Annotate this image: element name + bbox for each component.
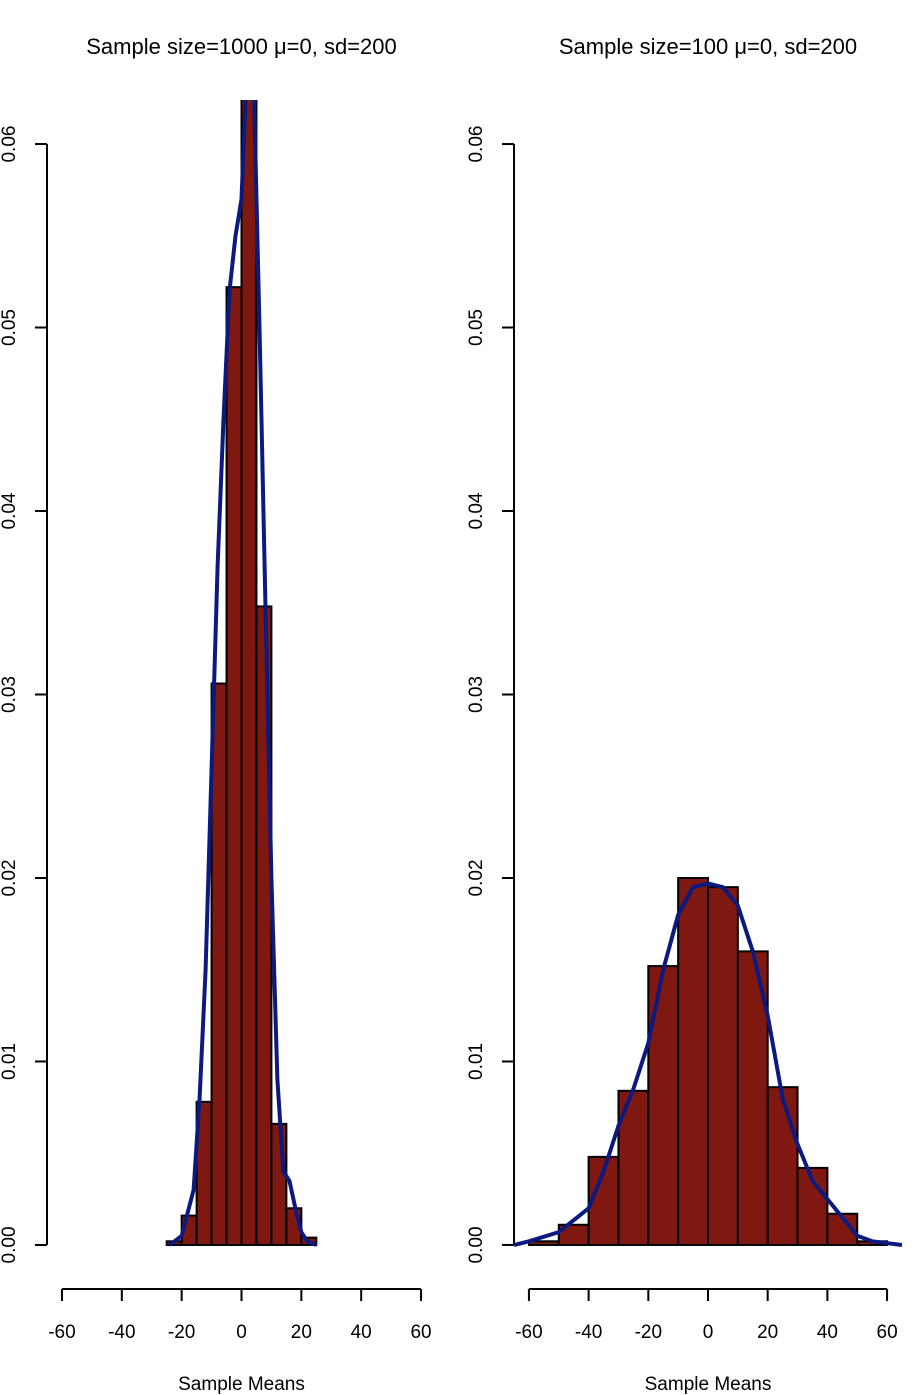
y-tick-label: 0.01 bbox=[0, 1043, 20, 1080]
bar bbox=[647, 965, 680, 1246]
bar bbox=[240, 100, 258, 1246]
density-line bbox=[514, 881, 902, 1247]
density-line bbox=[168, 100, 318, 1247]
x-tick-label: -60 bbox=[48, 1322, 75, 1343]
y-tick-label: 0.05 bbox=[0, 309, 20, 346]
y-tick-label: 0.03 bbox=[0, 676, 20, 713]
y-tick-label: 0.02 bbox=[0, 859, 20, 896]
x-tick-label: 60 bbox=[410, 1322, 431, 1343]
x-tick-label: -20 bbox=[635, 1322, 662, 1343]
y-tick-label: 0.00 bbox=[466, 1226, 487, 1263]
bar bbox=[766, 1086, 799, 1246]
y-tick-label: 0.06 bbox=[466, 126, 487, 163]
plot-area bbox=[165, 100, 318, 1247]
y-tick-label: 0.00 bbox=[0, 1226, 20, 1263]
bar bbox=[677, 876, 710, 1246]
plot-area bbox=[514, 876, 902, 1247]
x-tick-label: -40 bbox=[108, 1322, 135, 1343]
bar bbox=[707, 886, 739, 1246]
x-tick-label: 20 bbox=[291, 1322, 312, 1343]
x-tick-label: -60 bbox=[515, 1322, 542, 1343]
y-tick-label: 0.01 bbox=[466, 1043, 487, 1080]
x-tick-label: 40 bbox=[351, 1322, 372, 1343]
x-tick-label: 60 bbox=[877, 1322, 898, 1343]
x-tick-label: -20 bbox=[168, 1322, 195, 1343]
x-tick-label: 20 bbox=[757, 1322, 778, 1343]
y-tick-label: 0.03 bbox=[466, 676, 487, 713]
x-tick-label: 0 bbox=[236, 1322, 247, 1343]
bar bbox=[270, 1122, 288, 1246]
bar bbox=[225, 286, 243, 1246]
y-tick-label: 0.04 bbox=[466, 492, 487, 529]
y-tick-label: 0.04 bbox=[0, 492, 20, 529]
x-tick-label: 40 bbox=[817, 1322, 838, 1343]
x-axis-label: Sample Means bbox=[178, 1374, 305, 1395]
x-tick-label: 0 bbox=[703, 1322, 714, 1343]
bar bbox=[210, 682, 228, 1246]
x-tick-label: -40 bbox=[575, 1322, 602, 1343]
y-tick-label: 0.06 bbox=[0, 126, 20, 163]
y-tick-label: 0.02 bbox=[466, 859, 487, 896]
chart-title: Sample size=100 μ=0, sd=200 bbox=[559, 34, 857, 59]
x-axis-label: Sample Means bbox=[645, 1374, 772, 1395]
y-tick-label: 0.05 bbox=[466, 309, 487, 346]
chart-title: Sample size=1000 μ=0, sd=200 bbox=[86, 34, 397, 59]
